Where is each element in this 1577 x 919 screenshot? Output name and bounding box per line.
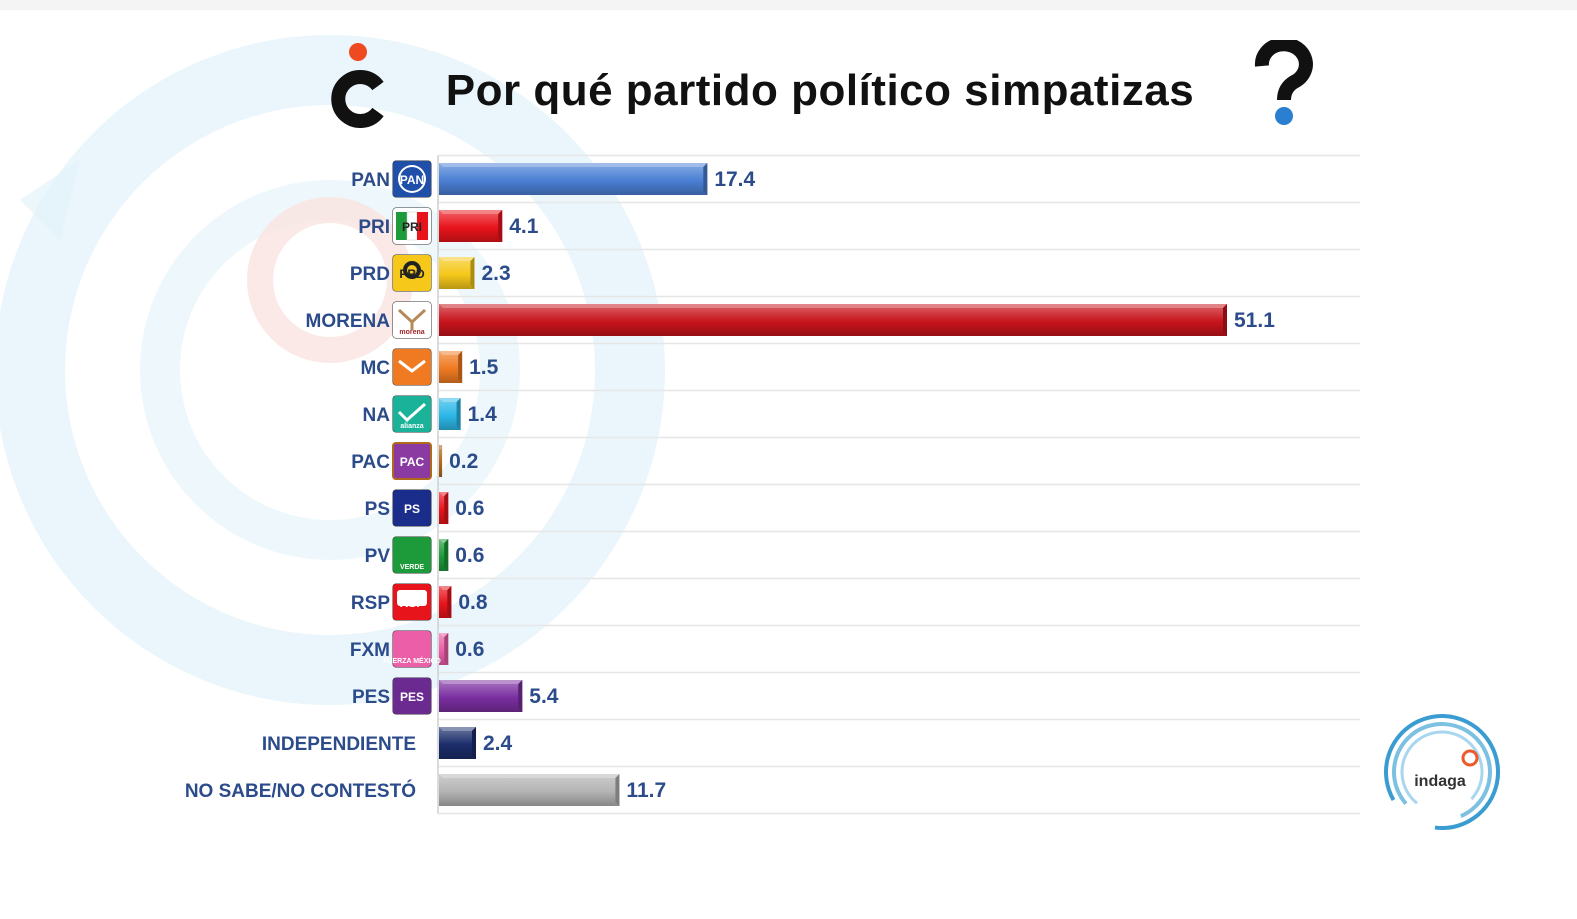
category-label: PS (365, 499, 390, 520)
bar-bevel (472, 727, 477, 759)
bar-ps (439, 492, 449, 524)
value-label: 0.6 (455, 638, 484, 661)
value-label: 4.1 (509, 215, 539, 238)
value-label: 0.8 (458, 591, 488, 614)
mc-logo-icon (392, 348, 432, 386)
bar-pri (439, 210, 503, 242)
party-logo-text: morena (399, 329, 424, 336)
bar-bevel (615, 774, 620, 806)
bar-fxm (439, 633, 449, 665)
party-logo-text: PRI (402, 220, 422, 234)
bar-bevel (444, 492, 449, 524)
category-label: MORENA (306, 311, 391, 332)
bar-bevel (447, 586, 452, 618)
value-label: 0.2 (449, 450, 478, 473)
bar-bevel (439, 774, 620, 778)
bar-bevel (1223, 304, 1227, 336)
party-logo-text: FUERZA MÉXICO (383, 656, 441, 665)
bar-morena (439, 304, 1227, 336)
bar-no-sabe-no-contest- (439, 774, 620, 806)
bar-na (439, 398, 461, 430)
prd-logo-icon: PRD (392, 254, 432, 292)
bar-bevel (498, 210, 503, 242)
category-label: NA (363, 405, 391, 426)
value-label: 2.3 (481, 262, 510, 285)
category-label: PRI (358, 217, 390, 238)
bar-bevel (438, 445, 443, 449)
value-label: 1.4 (468, 403, 498, 426)
bar-bevel (458, 351, 463, 383)
inverted-question-mark-icon (331, 43, 384, 128)
category-label: NO SABE/NO CONTESTÓ (185, 780, 416, 802)
bar-bevel (439, 586, 452, 590)
category-label: PRD (350, 264, 390, 285)
bar-bevel (439, 398, 461, 402)
bar-bevel (439, 492, 449, 496)
bar-bevel (439, 727, 477, 731)
bar-bevel (439, 539, 449, 543)
bar-bevel (439, 633, 449, 637)
pv-logo-icon: VERDE (392, 536, 432, 574)
bar-bevel (439, 210, 503, 214)
question-mark-icon (1254, 40, 1313, 125)
value-label: 51.1 (1234, 309, 1275, 332)
category-label: FXM (350, 640, 390, 661)
bar-bevel (439, 351, 463, 355)
value-label: 0.6 (455, 497, 484, 520)
pan-logo-icon: PAN (392, 160, 432, 198)
bar-pac (439, 445, 443, 477)
party-logo-text: VERDE (400, 564, 424, 571)
bar-bevel (444, 539, 449, 571)
category-label: INDEPENDIENTE (262, 734, 416, 755)
value-label: 0.6 (455, 544, 484, 567)
bar-pes (439, 680, 523, 712)
fxm-logo-icon: FUERZA MÉXICO (383, 630, 441, 668)
bar-mc (439, 351, 463, 383)
indaga-logo-icon: indaga (1384, 714, 1500, 830)
bar-independiente (439, 727, 477, 759)
party-logo-text: PS (404, 502, 420, 516)
party-logo-text: alianza (400, 423, 423, 430)
party-logo-text: PES (400, 690, 424, 704)
party-logo-text: PRD (399, 267, 425, 281)
bar-bevel (439, 304, 1227, 308)
category-label: PAN (351, 170, 390, 191)
pac-logo-icon: PAC (392, 442, 432, 480)
bar-pan (439, 163, 708, 195)
na-logo-icon: alianza (392, 395, 432, 433)
bar-bevel (439, 680, 523, 684)
value-label: 2.4 (483, 732, 513, 755)
value-label: 5.4 (529, 685, 559, 708)
category-label: PES (352, 687, 390, 708)
pes-logo-icon: PES (392, 677, 432, 715)
bar-bevel (703, 163, 708, 195)
chart-title: Por qué partido político simpatizas (445, 66, 1195, 115)
bar-bevel (456, 398, 461, 430)
rsp-logo-icon: RSP (392, 583, 432, 621)
category-label: PV (365, 546, 391, 567)
party-logo-text: RSP (400, 596, 425, 610)
value-label: 11.7 (626, 779, 666, 802)
bar-pv (439, 539, 449, 571)
bar-prd (439, 257, 475, 289)
value-label: 17.4 (714, 168, 755, 191)
ps-logo-icon: PS (392, 489, 432, 527)
bar-bevel (444, 633, 449, 665)
category-label: PAC (351, 452, 390, 473)
bar-bevel (439, 257, 475, 261)
category-label: RSP (351, 593, 390, 614)
indaga-brand-text: indaga (1414, 773, 1466, 790)
category-label: MC (360, 358, 390, 379)
party-logo-text: PAC (400, 455, 425, 469)
bar-bevel (518, 680, 523, 712)
party-logo-text: PAN (400, 173, 424, 187)
bar-bevel (439, 163, 708, 167)
bar-bevel (470, 257, 475, 289)
morena-logo-icon: morena (392, 301, 432, 339)
pri-logo-icon: PRI (392, 207, 432, 245)
value-label: 1.5 (469, 356, 499, 379)
